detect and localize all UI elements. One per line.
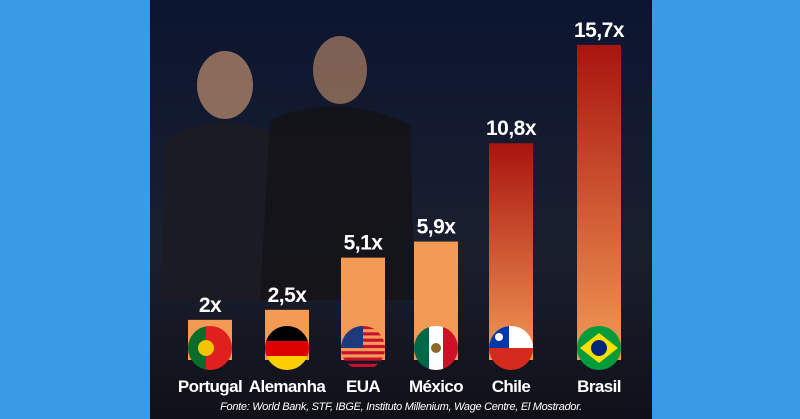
category-label: EUA bbox=[346, 377, 380, 396]
flag-part bbox=[489, 348, 533, 370]
flag-part bbox=[341, 351, 385, 355]
flag-part bbox=[265, 356, 309, 370]
value-label: 2,5x bbox=[268, 284, 308, 307]
flag-part bbox=[443, 326, 458, 370]
flag-part bbox=[265, 341, 309, 356]
bar bbox=[577, 44, 621, 360]
category-label: México bbox=[409, 377, 463, 396]
flag-part bbox=[265, 326, 309, 341]
value-label: 15,7x bbox=[574, 19, 625, 42]
flag-part bbox=[341, 363, 385, 367]
flag-part bbox=[198, 340, 214, 356]
flag bbox=[188, 326, 232, 370]
category-label: Portugal bbox=[178, 377, 242, 396]
flag bbox=[265, 326, 309, 370]
flag bbox=[577, 326, 621, 370]
flag-part bbox=[414, 326, 429, 370]
flag-part bbox=[188, 326, 206, 370]
source-note: Fonte: World Bank, STF, IBGE, Instituto … bbox=[220, 401, 582, 413]
value-label: 10,8x bbox=[486, 117, 537, 140]
category-label: Chile bbox=[492, 377, 531, 396]
value-label: 2x bbox=[199, 294, 222, 317]
value-label: 5,1x bbox=[344, 232, 384, 255]
category-label: Alemanha bbox=[249, 377, 327, 396]
people-silhouette bbox=[160, 36, 415, 301]
flag-part bbox=[591, 340, 607, 356]
flag-part bbox=[495, 333, 503, 341]
flag-part bbox=[431, 343, 441, 353]
flag-part bbox=[341, 357, 385, 361]
value-label: 5,9x bbox=[417, 216, 457, 239]
bar bbox=[489, 143, 533, 360]
flag bbox=[489, 326, 533, 370]
flag bbox=[414, 326, 458, 370]
category-label: Brasil bbox=[577, 377, 621, 396]
